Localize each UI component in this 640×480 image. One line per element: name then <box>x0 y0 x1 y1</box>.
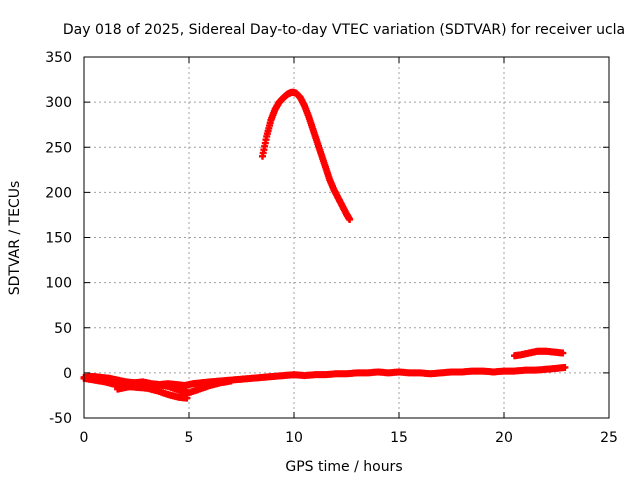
data-point <box>346 215 354 223</box>
data-point <box>183 394 191 402</box>
y-tick-label: 0 <box>63 366 72 382</box>
data-point <box>227 377 235 385</box>
y-tick-label: 100 <box>45 276 72 292</box>
y-tick-label: 350 <box>45 50 72 66</box>
axis-ticks: 0 5 10 15 20 25 -50 0 50 100 150 200 250 300 350 <box>45 50 618 446</box>
data-point <box>561 363 569 371</box>
y-tick-label: 200 <box>45 185 72 201</box>
y-tick-label: -50 <box>49 411 72 427</box>
chart-title: Day 018 of 2025, Sidereal Day-to-day VTE… <box>63 22 625 38</box>
y-tick-label: 300 <box>45 95 72 111</box>
x-tick-label: 5 <box>185 430 194 446</box>
x-axis-label: GPS time / hours <box>285 459 402 475</box>
x-tick-label: 20 <box>495 430 513 446</box>
y-tick-label: 250 <box>45 140 72 156</box>
y-tick-label: 150 <box>45 231 72 247</box>
x-tick-label: 25 <box>600 430 618 446</box>
series-arc-high <box>259 88 354 223</box>
data-point <box>559 349 567 357</box>
gridlines <box>84 57 609 418</box>
y-tick-label: 50 <box>54 321 72 337</box>
y-axis-label: SDTVAR / TECUs <box>7 181 23 296</box>
plot-frame <box>83 56 610 419</box>
x-tick-label: 10 <box>285 430 303 446</box>
data-points <box>80 88 569 402</box>
series-arc-late <box>511 347 567 360</box>
x-tick-label: 0 <box>80 430 89 446</box>
series-arc-low-short <box>114 377 235 397</box>
x-tick-label: 15 <box>390 430 408 446</box>
